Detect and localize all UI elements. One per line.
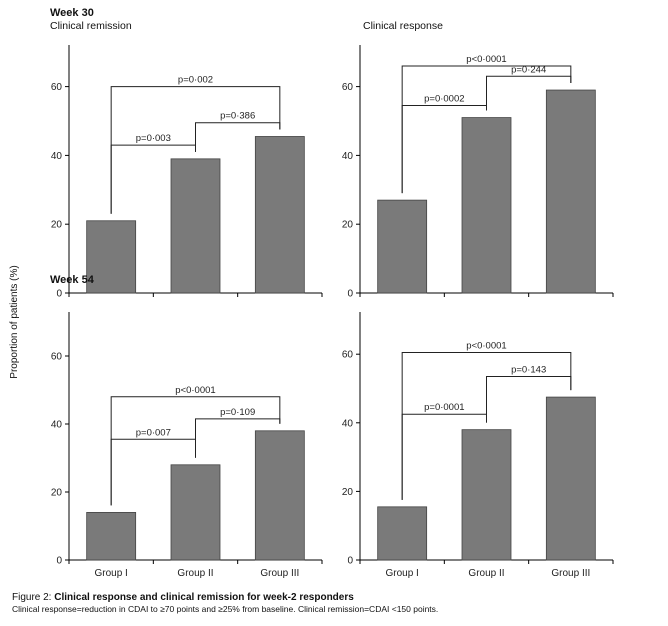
y-tick-label: 0 <box>56 289 62 300</box>
p-value-label: p=0·0001 <box>424 402 464 413</box>
panel-week-label: Week 30 <box>50 7 94 19</box>
y-tick-label: 40 <box>51 151 63 162</box>
bar-group-ii <box>170 158 221 294</box>
significance-bracket <box>486 75 572 111</box>
y-tick-label: 40 <box>342 418 354 429</box>
panel-title: Clinical remission <box>50 20 132 32</box>
p-value-label: p=0·244 <box>511 64 546 75</box>
p-value-label: p=0·007 <box>136 427 171 438</box>
p-value-label: p=0·003 <box>136 133 171 144</box>
x-tick-label: Group II <box>177 568 213 579</box>
caption-label: Figure 2: <box>12 592 52 603</box>
y-tick-label: 60 <box>51 82 63 93</box>
bar-group-i <box>86 220 137 294</box>
p-value-label: p=0·0002 <box>424 94 464 105</box>
y-tick-label: 40 <box>342 151 354 162</box>
bar-group-iii <box>545 89 596 294</box>
y-tick-label: 60 <box>51 352 63 363</box>
y-tick-label: 20 <box>51 220 63 231</box>
bar-group-iii <box>545 396 596 561</box>
x-tick-label: Group I <box>94 568 127 579</box>
p-value-label: p=0·386 <box>220 111 255 122</box>
y-tick-label: 20 <box>342 487 354 498</box>
chart-panel-2: Clinical response 0 20 40 60 p<0·0001 p=0·0002… <box>342 20 614 300</box>
caption-title: Clinical response and clinical remission… <box>54 592 354 603</box>
y-tick-label: 0 <box>347 556 353 567</box>
y-tick-label: 0 <box>56 556 62 567</box>
figure-caption: Figure 2: Clinical response and clinical… <box>12 592 662 615</box>
chart-panel-3: Week 54 0 20 40 60 Group I Group II Group III p<… <box>50 274 323 579</box>
caption-note: Clinical response=reduction in CDAI to ≥… <box>12 604 439 614</box>
y-tick-label: 60 <box>342 82 354 93</box>
x-tick-label: Group III <box>551 568 590 579</box>
bar-group-iii <box>254 136 305 294</box>
p-value-label: p<0·0001 <box>466 54 506 65</box>
x-tick-label: Group III <box>260 568 299 579</box>
bar-group-ii <box>461 429 512 561</box>
y-axis-label: Proportion of patients (%) <box>9 265 20 378</box>
y-tick-label: 60 <box>342 350 354 361</box>
bar-group-i <box>86 512 137 561</box>
bar-group-i <box>377 506 428 561</box>
y-tick-label: 20 <box>51 488 63 499</box>
chart-panel-4: 0 20 40 60 Group I Group II Group III p<0·0001 p… <box>342 312 614 579</box>
bar-group-i <box>377 199 428 294</box>
panel-title: Clinical response <box>363 20 443 32</box>
significance-bracket <box>486 375 572 423</box>
significance-bracket <box>195 418 281 458</box>
bar-group-ii <box>461 117 512 294</box>
bar-group-iii <box>254 430 305 561</box>
y-tick-label: 40 <box>51 420 63 431</box>
p-value-label: p<0·0001 <box>466 340 506 351</box>
x-tick-label: Group II <box>468 568 504 579</box>
y-tick-label: 20 <box>342 220 354 231</box>
p-value-label: p=0·002 <box>178 75 213 86</box>
p-value-label: p<0·0001 <box>175 385 215 396</box>
panel-week-label: Week 54 <box>50 274 95 286</box>
p-value-label: p=0·109 <box>220 407 255 418</box>
y-tick-label: 0 <box>347 289 353 300</box>
p-value-label: p=0·143 <box>511 364 546 375</box>
figure-canvas: Proportion of patients (%)Week 30Clinica… <box>9 7 614 579</box>
x-tick-label: Group I <box>385 568 418 579</box>
bar-group-ii <box>170 464 221 561</box>
significance-bracket <box>195 122 281 152</box>
